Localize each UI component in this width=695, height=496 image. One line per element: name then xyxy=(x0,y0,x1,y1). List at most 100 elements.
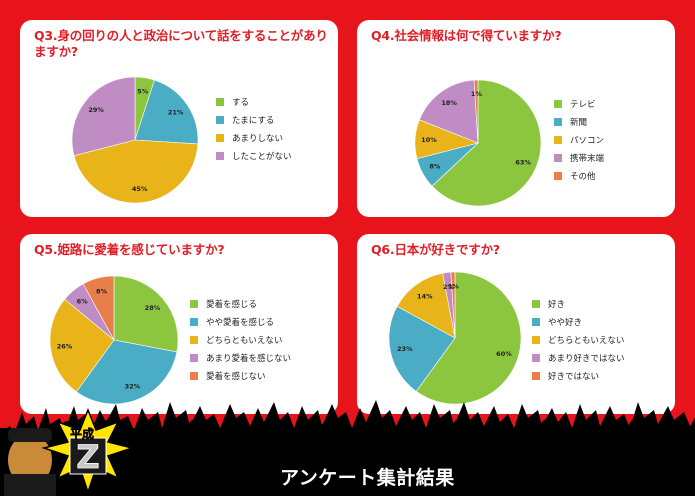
legend-q3: するたまにするあまりしない したことがない xyxy=(216,94,292,166)
legend-swatch xyxy=(216,134,224,142)
legend-swatch xyxy=(554,172,562,180)
logo-text-top: 平成 xyxy=(70,426,94,441)
pie-slice xyxy=(473,79,479,144)
legend-item: その他 xyxy=(554,168,604,184)
pie-data-label: 23% xyxy=(397,345,413,353)
pie-slice xyxy=(134,79,199,145)
panel-q3: Q3.身の回りの人と政治について話をすることがありますか? 5% 21% 45% 29… xyxy=(20,20,338,217)
pie-slice xyxy=(431,79,542,207)
legend-label: 好き xyxy=(548,300,566,310)
pie-slice xyxy=(73,139,199,204)
legend-swatch xyxy=(216,116,224,124)
legend-item: 新聞 xyxy=(554,114,604,130)
pie-data-label: 10% xyxy=(421,136,437,144)
legend-swatch xyxy=(554,154,562,162)
legend-q5: 愛着を感じるやや愛着を感じる どちらともいえない あまり愛着を感じない 愛着を感じない xyxy=(190,296,291,386)
pie-slice xyxy=(415,271,522,405)
logo-text-side: 世代 xyxy=(113,456,125,476)
pie-chart-q4: 63% 8% 10% 18% 1% xyxy=(414,79,542,207)
legend-item: したことがない xyxy=(216,148,292,164)
legend-swatch xyxy=(190,372,198,380)
legend-item: パソコン xyxy=(554,132,604,148)
legend-item: テレビ xyxy=(554,96,604,112)
legend-swatch xyxy=(190,300,198,308)
pie-data-label: 26% xyxy=(57,342,73,350)
pie-data-label: 18% xyxy=(441,99,457,107)
pie-slice xyxy=(419,79,479,144)
legend-item: どちらともいえない xyxy=(532,332,625,348)
legend-swatch xyxy=(554,118,562,126)
pie-slice xyxy=(49,298,115,393)
pie-data-label: 21% xyxy=(168,108,184,116)
legend-label: 愛着を感じる xyxy=(206,300,258,310)
legend-label: パソコン xyxy=(570,136,605,146)
pie-data-label: 28% xyxy=(145,304,161,312)
legend-label: どちらともいえない xyxy=(548,336,625,346)
pie-data-label: 32% xyxy=(125,382,141,390)
legend-label: やや愛着を感じる xyxy=(206,318,275,328)
legend-item: やや愛着を感じる xyxy=(190,314,291,330)
legend-label: あまり好きではない xyxy=(548,354,625,364)
legend-item: たまにする xyxy=(216,112,292,128)
legend-q4: テレビ新聞パソコン携帯末端その他 xyxy=(554,96,604,186)
panel-title-q6: Q6.日本が好きですか? xyxy=(371,242,500,257)
legend-item: 好き xyxy=(532,296,625,312)
legend-label: あまりしない xyxy=(232,134,284,144)
pie-chart-q5: 28% 32% 26% 6% 8% xyxy=(49,275,179,405)
pie-slice xyxy=(388,305,456,392)
panel-q5: Q5.姫路に愛着を感じていますか? 28% 32% 26% 6% 8% 愛着を感じる やや… xyxy=(20,234,338,414)
pie-slice xyxy=(450,271,456,339)
pie-data-label: 63% xyxy=(515,159,531,167)
legend-swatch xyxy=(532,354,540,362)
legend-swatch xyxy=(532,300,540,308)
legend-item: する xyxy=(216,94,292,110)
footer-title-main: 集計結果 xyxy=(376,467,455,489)
legend-swatch xyxy=(532,336,540,344)
legend-label: 好きではない xyxy=(548,372,600,382)
legend-label: あまり愛着を感じない xyxy=(206,354,292,364)
pie-data-label: 29% xyxy=(88,106,104,114)
pie-data-label: 8% xyxy=(429,163,441,171)
pie-data-label: 60% xyxy=(496,350,512,358)
legend-swatch xyxy=(532,318,540,326)
panel-q4: Q4.社会情報は何で得ていますか? 63% 8% 10% 18% 1% テレビ 新聞 パソコ… xyxy=(357,20,675,217)
footer-title: アンケート集計結果 xyxy=(280,463,455,490)
crowd-silhouette xyxy=(0,400,695,496)
legend-label: その他 xyxy=(570,172,596,182)
legend-label: したことがない xyxy=(232,152,292,162)
legend-label: やや好き xyxy=(548,318,583,328)
legend-swatch xyxy=(190,318,198,326)
legend-item: あまり愛着を感じない xyxy=(190,350,291,366)
legend-swatch xyxy=(554,136,562,144)
legend-swatch xyxy=(216,152,224,160)
pie-slice xyxy=(113,275,179,353)
pie-data-label: 5% xyxy=(137,87,149,95)
logo-letter: Z xyxy=(76,438,99,476)
legend-label: たまにする xyxy=(232,116,275,126)
legend-item: やや好き xyxy=(532,314,625,330)
heisei-z-logo: Z 平成 世代 xyxy=(4,408,135,496)
legend-swatch xyxy=(216,98,224,106)
legend-label: テレビ xyxy=(570,100,596,110)
pie-data-label: 2% xyxy=(443,283,455,291)
legend-label: どちらともいえない xyxy=(206,336,283,346)
legend-q6: 好きやや好きどちらともいえない あまり好きではない 好きではない xyxy=(532,296,625,386)
panel-title-q5: Q5.姫路に愛着を感じていますか? xyxy=(34,242,225,257)
legend-swatch xyxy=(554,100,562,108)
legend-swatch xyxy=(532,372,540,380)
pie-chart-q3: 5% 21% 45% 29% xyxy=(71,76,199,204)
pie-chart-q6: 60% 23% 14% 2%1% xyxy=(388,271,522,405)
legend-swatch xyxy=(190,354,198,362)
panel-q6: Q6.日本が好きですか? 60% 23% 14% 2% 1% 好き やや好き どちらともいえ… xyxy=(357,234,675,414)
legend-item: あまり好きではない xyxy=(532,350,625,366)
panel-title-q4: Q4.社会情報は何で得ていますか? xyxy=(371,28,562,43)
legend-label: 新聞 xyxy=(570,118,588,128)
legend-label: 携帯末端 xyxy=(570,154,605,164)
legend-label: する xyxy=(232,98,250,108)
pie-slice xyxy=(71,76,136,157)
pie-slice xyxy=(75,339,178,405)
pie-data-label: 45% xyxy=(132,185,148,193)
legend-swatch xyxy=(190,336,198,344)
legend-label: 愛着を感じない xyxy=(206,372,266,382)
pie-slice xyxy=(396,272,456,339)
